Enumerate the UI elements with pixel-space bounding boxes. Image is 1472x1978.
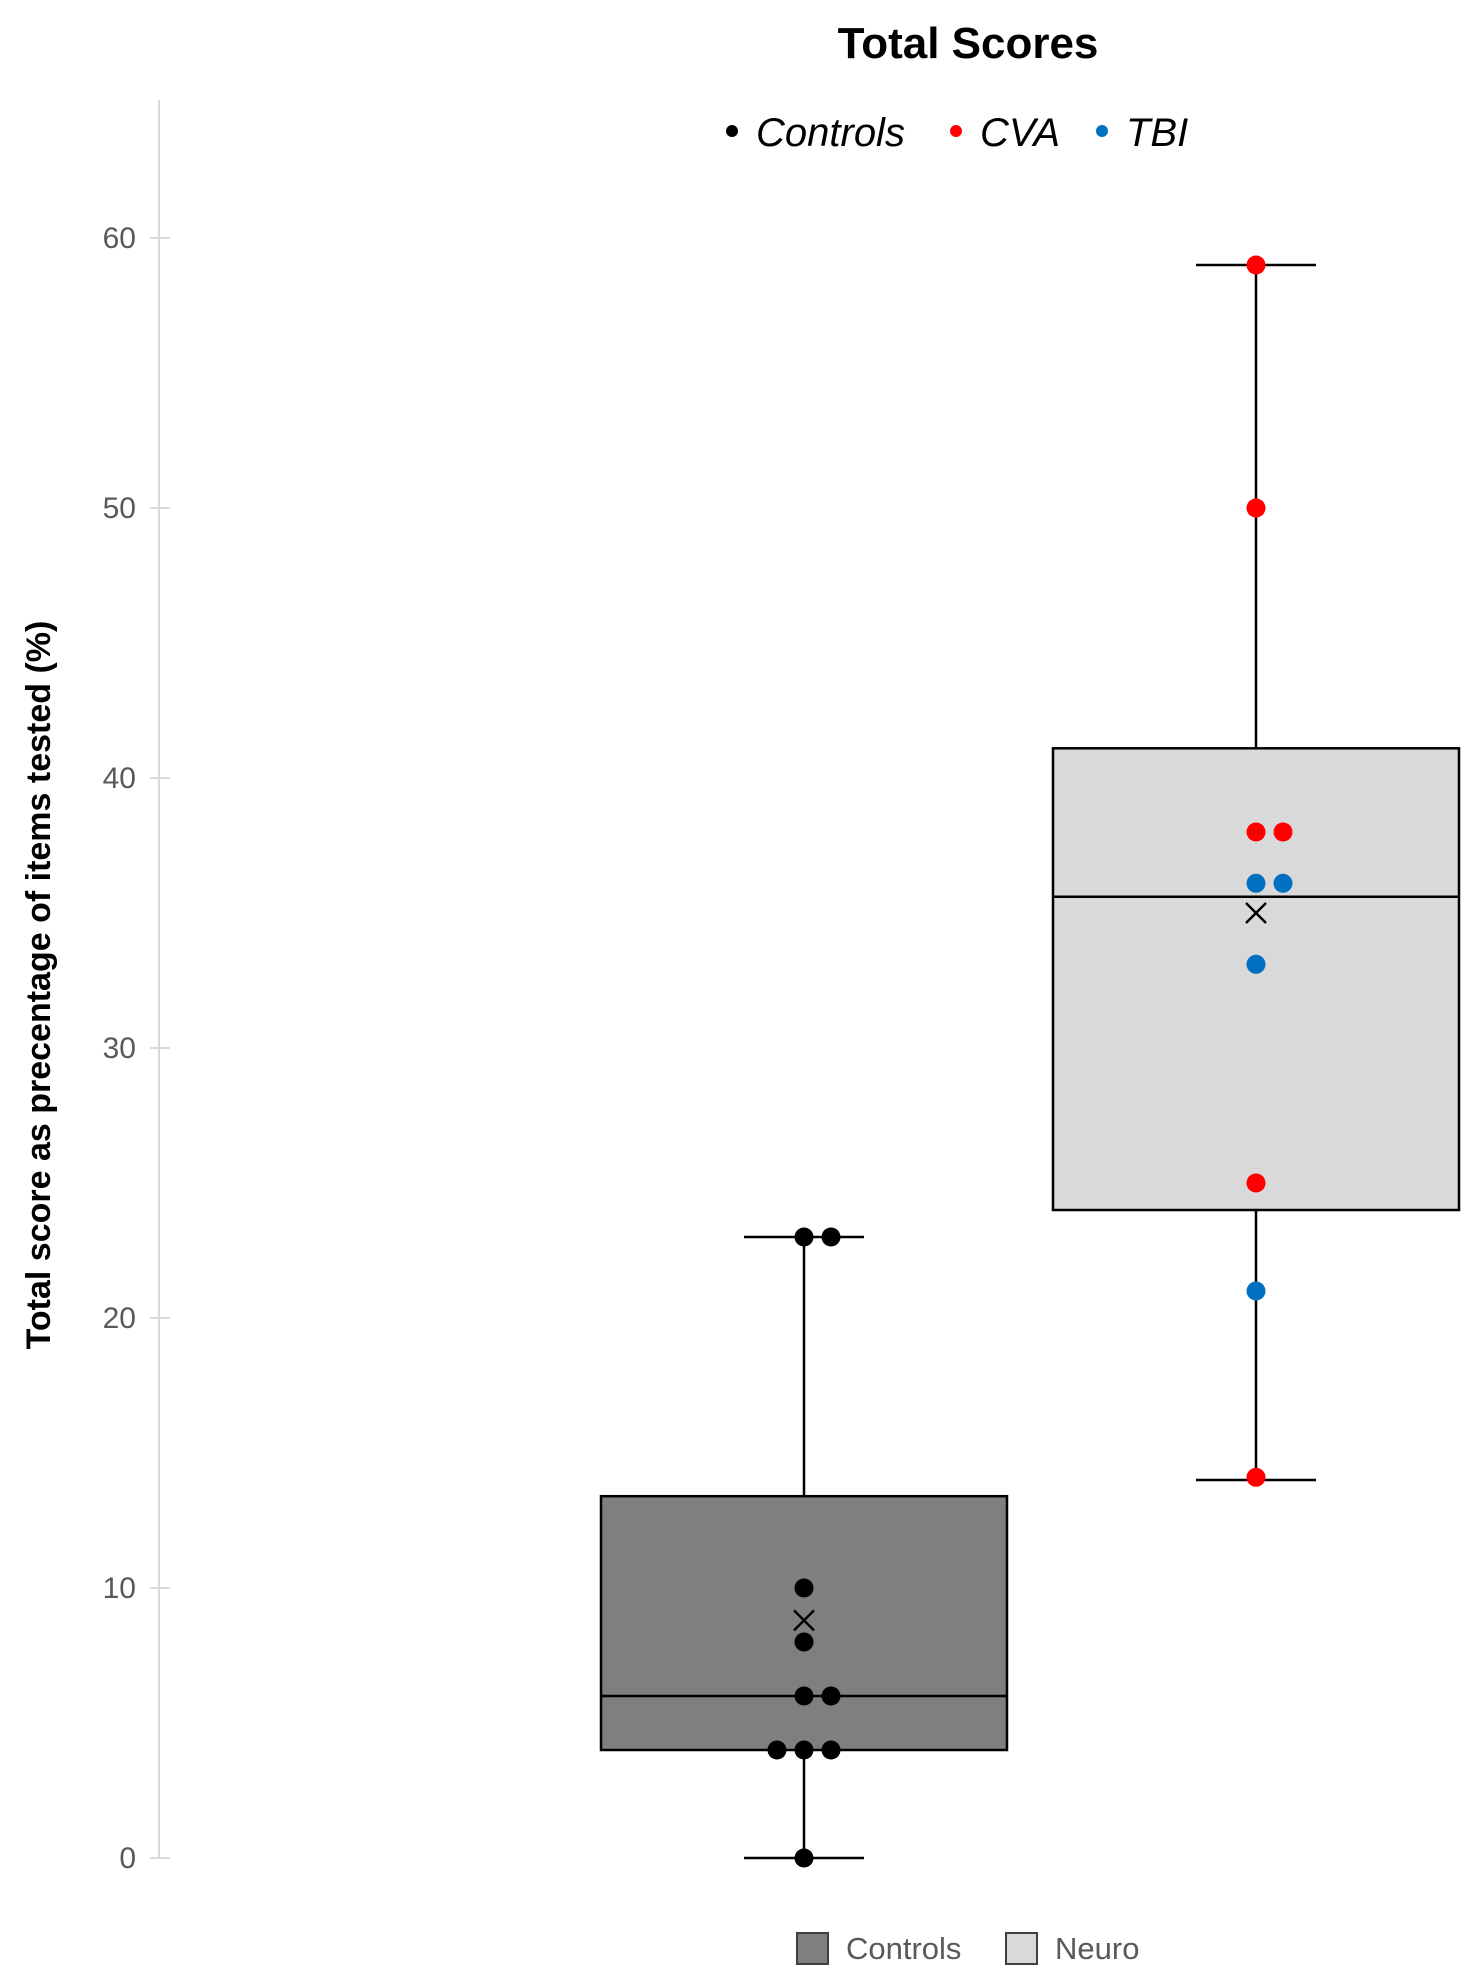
data-point-controls bbox=[821, 1740, 841, 1760]
data-point-cva bbox=[1273, 822, 1293, 842]
box-group-neuro bbox=[1051, 255, 1461, 1487]
y-tick-label: 30 bbox=[103, 1032, 136, 1065]
data-point-controls bbox=[821, 1227, 841, 1247]
box-groups bbox=[599, 255, 1461, 1868]
legend-neuro-swatch bbox=[1005, 1932, 1038, 1965]
data-point-cva bbox=[1246, 255, 1266, 275]
data-point-controls bbox=[794, 1686, 814, 1706]
legend-controls-swatch bbox=[796, 1932, 829, 1965]
data-point-controls bbox=[794, 1632, 814, 1652]
data-point-controls bbox=[794, 1740, 814, 1760]
data-point-cva bbox=[1246, 822, 1266, 842]
top-legend: Controls CVA TBI bbox=[726, 111, 1188, 155]
chart-title: Total Scores bbox=[838, 19, 1099, 68]
y-axis-ticks: 0 10 20 30 40 50 60 bbox=[103, 222, 170, 1875]
mean-marker bbox=[1245, 902, 1267, 924]
data-point-controls bbox=[794, 1848, 814, 1868]
data-point-controls bbox=[767, 1740, 787, 1760]
data-point-controls bbox=[794, 1578, 814, 1598]
bottom-legend: Controls Neuro bbox=[796, 1931, 1139, 1966]
y-tick-label: 0 bbox=[119, 1842, 136, 1875]
y-tick-label: 20 bbox=[103, 1302, 136, 1335]
box-group-controls bbox=[599, 1227, 1009, 1868]
legend-controls-box-label: Controls bbox=[846, 1931, 961, 1966]
y-tick-label: 50 bbox=[103, 492, 136, 525]
data-point-controls bbox=[821, 1686, 841, 1706]
y-axis-label: Total score as precentage of items teste… bbox=[20, 621, 58, 1350]
mean-marker bbox=[793, 1609, 815, 1632]
legend-cva-marker bbox=[950, 125, 962, 137]
data-point-cva bbox=[1246, 1467, 1266, 1487]
data-point-cva bbox=[1246, 1173, 1266, 1193]
y-tick-label: 60 bbox=[103, 222, 136, 255]
data-point-tbi bbox=[1246, 1281, 1266, 1301]
data-point-tbi bbox=[1273, 873, 1293, 893]
data-point-cva bbox=[1246, 498, 1266, 518]
iqr-box bbox=[1051, 747, 1461, 1212]
legend-tbi-label: TBI bbox=[1126, 111, 1188, 155]
mean-marker-stroke bbox=[793, 1609, 815, 1632]
legend-neuro-box-label: Neuro bbox=[1055, 1931, 1139, 1966]
y-tick-label: 40 bbox=[103, 762, 136, 795]
mean-marker-stroke bbox=[1245, 902, 1267, 924]
legend-cva-label: CVA bbox=[980, 111, 1060, 155]
y-tick-label: 10 bbox=[103, 1572, 136, 1605]
iqr-box bbox=[599, 1494, 1009, 1752]
data-point-tbi bbox=[1246, 873, 1266, 893]
data-point-controls bbox=[794, 1227, 814, 1247]
legend-controls-label: Controls bbox=[756, 111, 905, 155]
data-point-tbi bbox=[1246, 954, 1266, 974]
legend-tbi-marker bbox=[1096, 125, 1108, 137]
legend-controls-marker bbox=[726, 125, 738, 137]
